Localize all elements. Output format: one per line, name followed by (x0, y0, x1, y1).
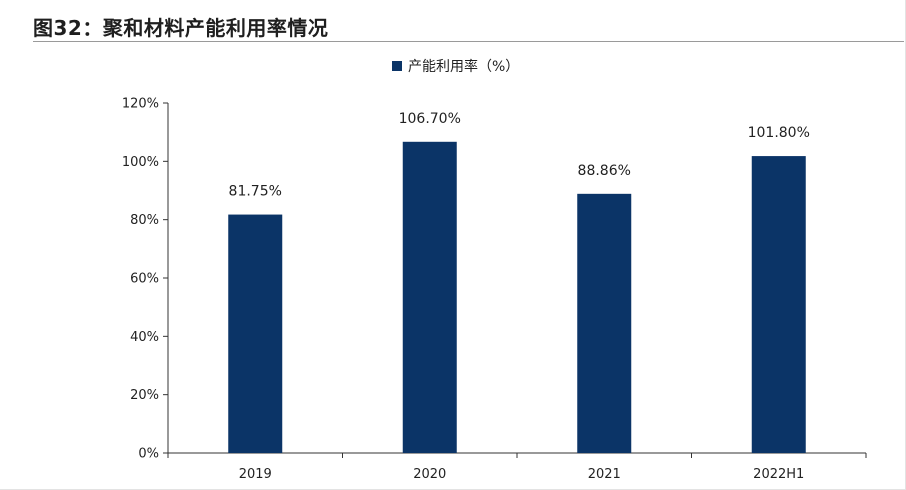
y-tick-label: 80% (130, 213, 159, 228)
x-tick-label: 2022H1 (753, 467, 804, 482)
figure-title: 图32：聚和材料产能利用率情况 (33, 16, 329, 40)
data-label: 81.75% (229, 184, 282, 200)
x-tick-label: 2020 (413, 467, 446, 482)
y-tick-label: 0% (138, 447, 159, 462)
data-label: 88.86% (578, 163, 631, 179)
y-tick-label: 40% (130, 330, 159, 345)
y-tick-label: 20% (130, 388, 159, 403)
bar (402, 141, 457, 453)
y-tick-label: 100% (122, 155, 159, 170)
bar (577, 193, 632, 453)
y-tick-label: 60% (130, 272, 159, 287)
x-tick-label: 2021 (588, 467, 621, 482)
legend-swatch (392, 61, 402, 71)
title-divider (33, 41, 904, 42)
data-label: 101.80% (748, 125, 810, 141)
bar (228, 214, 283, 453)
x-tick-label: 2019 (239, 467, 272, 482)
data-label: 106.70% (399, 111, 461, 127)
bar (751, 156, 806, 454)
y-tick-label: 120% (122, 97, 159, 112)
legend-label: 产能利用率（%） (408, 58, 519, 75)
